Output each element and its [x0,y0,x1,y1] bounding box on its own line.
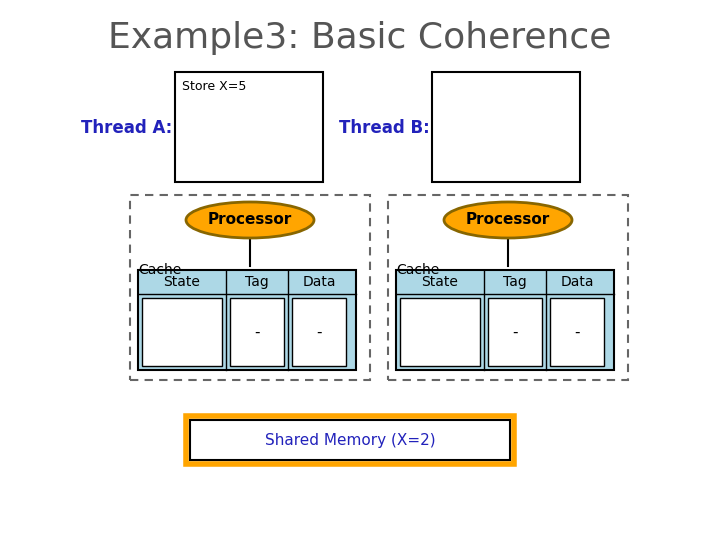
Text: Tag: Tag [245,275,269,289]
Bar [488,298,542,366]
Ellipse shape [444,202,572,238]
Bar [138,270,356,370]
Bar [130,195,370,380]
Text: Data: Data [560,275,594,289]
Ellipse shape [186,202,314,238]
Text: Data: Data [302,275,336,289]
Text: -: - [254,325,260,340]
Bar [550,298,604,366]
Text: State: State [422,275,459,289]
Bar [142,298,222,366]
Bar [400,298,480,366]
Bar [230,298,284,366]
Bar [396,270,614,370]
Bar [175,72,323,182]
Text: Thread A:: Thread A: [81,119,172,137]
Text: Cache: Cache [396,263,439,277]
Text: Cache: Cache [138,263,181,277]
Text: Example3: Basic Coherence: Example3: Basic Coherence [108,21,612,55]
Text: Store X=5: Store X=5 [182,80,246,93]
Text: -: - [512,325,518,340]
Text: Processor: Processor [466,213,550,227]
Text: Thread B:: Thread B: [339,119,430,137]
Text: -: - [575,325,580,340]
Bar [186,416,514,464]
Text: Shared Memory (X=2): Shared Memory (X=2) [265,433,436,448]
Text: -: - [316,325,322,340]
Bar [432,72,580,182]
Bar [292,298,346,366]
Text: Tag: Tag [503,275,527,289]
Text: Processor: Processor [208,213,292,227]
Bar [388,195,628,380]
Bar [190,420,510,460]
Text: State: State [163,275,200,289]
